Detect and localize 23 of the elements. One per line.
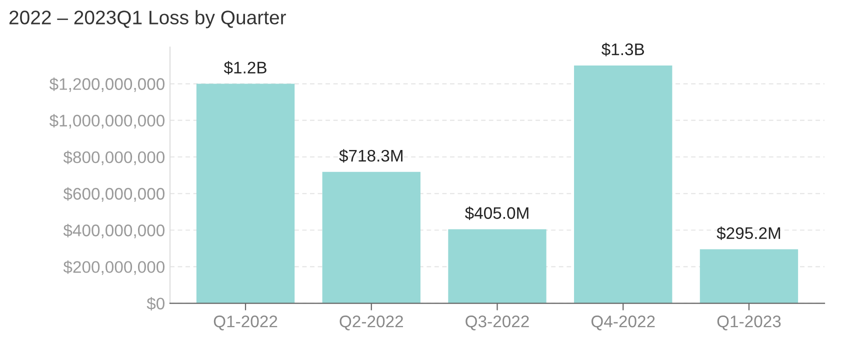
data-label: $405.0M <box>465 206 528 220</box>
x-tick-label: Q2-2022 <box>340 316 403 330</box>
bar <box>574 65 672 304</box>
y-tick-label: $1,200,000,000 <box>49 77 164 92</box>
bar <box>700 249 798 304</box>
chart-title: 2022 – 2023Q1 Loss by Quarter <box>9 10 286 28</box>
y-tick-label: $1,000,000,000 <box>49 114 164 129</box>
x-tick-label: Q1-2023 <box>717 316 781 330</box>
x-tick-label: Q1-2022 <box>214 316 278 330</box>
data-label: $1.2B <box>224 61 266 75</box>
x-tick-label: Q4-2022 <box>591 316 655 330</box>
y-tick-label: $800,000,000 <box>63 150 164 166</box>
y-tick-label: $200,000,000 <box>63 260 164 275</box>
data-label: $1.3B <box>602 42 644 56</box>
x-tick-label: Q3-2022 <box>466 316 529 330</box>
y-tick-label: $600,000,000 <box>63 187 164 202</box>
y-tick-label: $400,000,000 <box>63 224 164 238</box>
y-tick-label: $0 <box>146 297 164 310</box>
bar <box>322 172 420 304</box>
bar <box>448 229 546 304</box>
data-label: $295.2M <box>716 226 780 240</box>
bar <box>196 84 295 304</box>
data-label: $718.3M <box>339 149 402 163</box>
